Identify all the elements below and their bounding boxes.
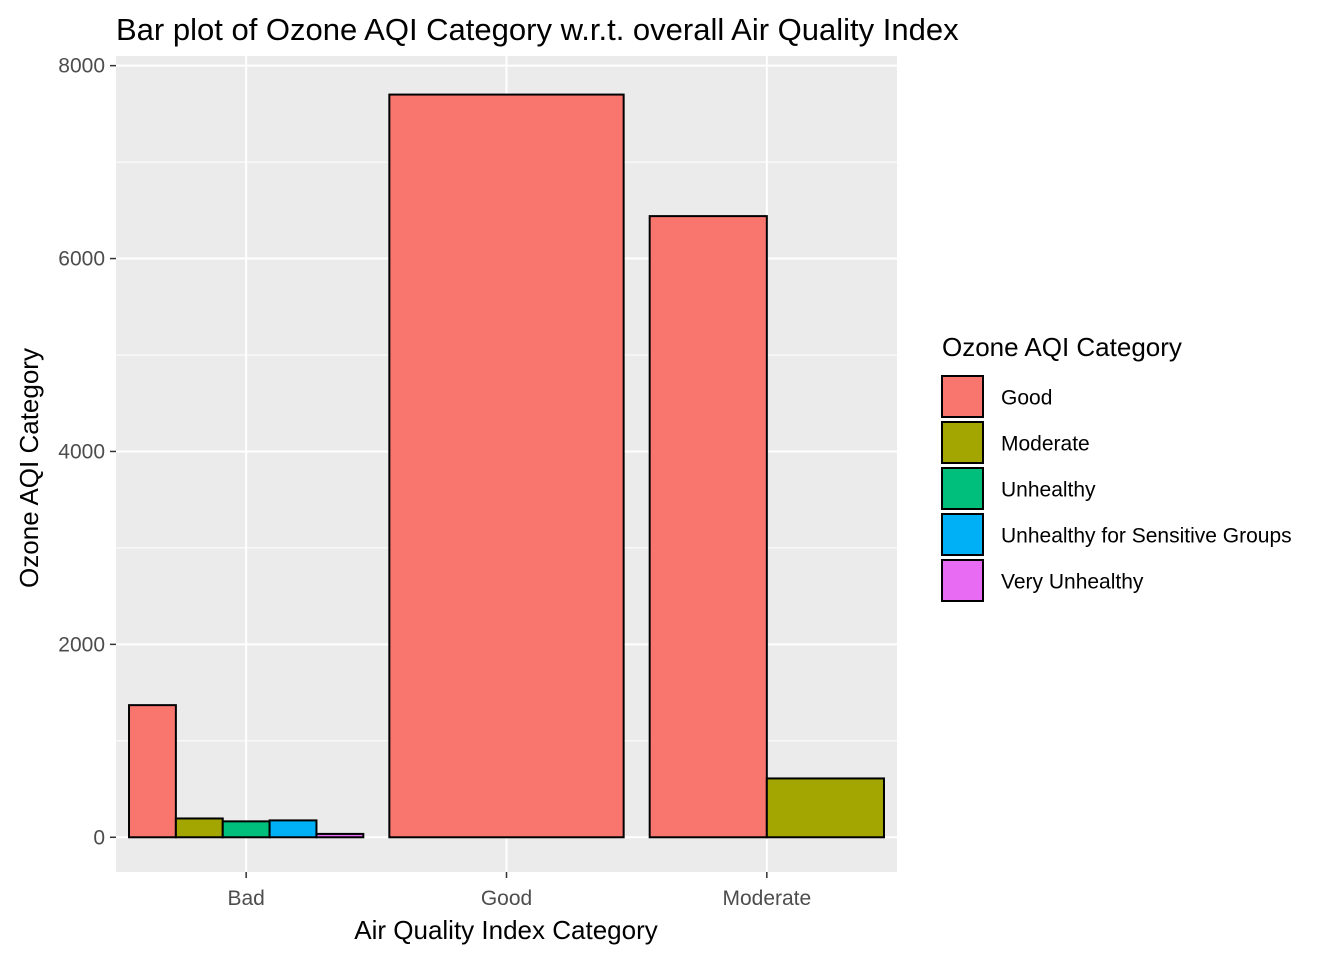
legend-label: Unhealthy xyxy=(1001,479,1096,502)
legend-label: Unhealthy for Sensitive Groups xyxy=(1001,525,1292,548)
bar-bad-good xyxy=(128,704,177,839)
x-tick-label: Bad xyxy=(227,887,264,910)
y-axis-title: Ozone AQI Category xyxy=(14,348,44,588)
x-axis-title: Air Quality Index Category xyxy=(354,915,657,945)
y-tick-label: 2000 xyxy=(58,633,105,656)
legend-label: Good xyxy=(1001,387,1052,410)
legend-key xyxy=(941,513,984,556)
plot-area: 0 2000 4000 6000 8000 Bad Good Moderate xyxy=(58,55,897,910)
y-tick-label: 8000 xyxy=(58,55,105,78)
legend-label: Moderate xyxy=(1001,433,1090,456)
bar-moderate-good xyxy=(648,215,768,839)
legend-key xyxy=(941,375,984,418)
chart-title: Bar plot of Ozone AQI Category w.r.t. ov… xyxy=(116,12,959,47)
legend-title: Ozone AQI Category xyxy=(942,332,1182,362)
bar-bad-very-unhealthy xyxy=(315,832,365,839)
bar-good-good xyxy=(388,93,625,839)
x-tick-label: Good xyxy=(481,887,532,910)
legend-key xyxy=(941,467,984,510)
y-tick-label: 0 xyxy=(93,826,105,849)
legend-key xyxy=(941,421,984,464)
bar-bad-unhealthy-for-sensitive-groups xyxy=(268,819,318,839)
bar-bad-unhealthy xyxy=(221,820,271,839)
bar-bad-moderate xyxy=(174,817,224,839)
y-tick-label: 4000 xyxy=(58,440,105,463)
legend-key xyxy=(941,559,984,602)
legend: Good Moderate Unhealthy Unhealthy for Sensi… xyxy=(941,375,1292,602)
legend-label: Very Unhealthy xyxy=(1001,571,1144,594)
bar-moderate-moderate xyxy=(765,777,885,839)
y-tick-label: 6000 xyxy=(58,248,105,271)
x-tick-label: Moderate xyxy=(722,887,811,910)
